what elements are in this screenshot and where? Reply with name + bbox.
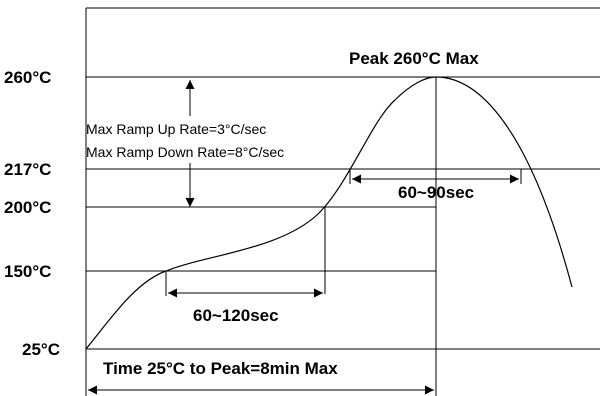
ramp-down-label: Max Ramp Down Rate=8°C/sec xyxy=(86,144,284,160)
soak-duration-label: 60~120sec xyxy=(193,306,279,325)
y-tick-label-25: 25°C xyxy=(22,340,60,359)
reflow-profile-curve xyxy=(85,76,573,350)
y-tick-label-217: 217°C xyxy=(4,160,51,179)
y-tick-label-260: 260°C xyxy=(4,68,51,87)
peak-label: Peak 260°C Max xyxy=(349,49,479,68)
y-tick-label-200: 200°C xyxy=(4,198,51,217)
total-time-label: Time 25°C to Peak=8min Max xyxy=(103,359,338,378)
reflow-duration-label: 60~90sec xyxy=(398,183,474,202)
y-tick-label-150: 150°C xyxy=(4,262,51,281)
ramp-up-label: Max Ramp Up Rate=3°C/sec xyxy=(86,121,266,137)
